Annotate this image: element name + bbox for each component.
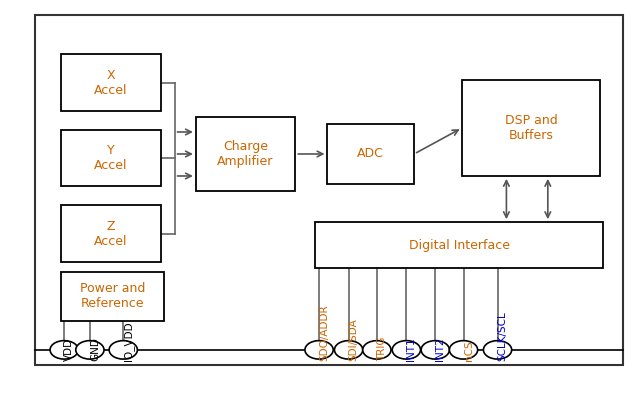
Text: Y
Accel: Y Accel bbox=[94, 144, 128, 172]
Text: INT1: INT1 bbox=[406, 338, 417, 361]
Bar bbox=[61, 130, 160, 186]
Bar bbox=[327, 124, 414, 184]
Bar bbox=[61, 272, 164, 321]
Text: Charge
Amplifier: Charge Amplifier bbox=[218, 140, 273, 168]
Circle shape bbox=[483, 341, 512, 359]
Circle shape bbox=[334, 341, 363, 359]
Text: SDO/ADDR: SDO/ADDR bbox=[319, 305, 329, 361]
Circle shape bbox=[421, 341, 449, 359]
Circle shape bbox=[449, 341, 478, 359]
Circle shape bbox=[363, 341, 391, 359]
Text: ADC: ADC bbox=[358, 147, 384, 160]
Circle shape bbox=[50, 341, 78, 359]
Text: Z
Accel: Z Accel bbox=[94, 220, 128, 248]
Text: INT2: INT2 bbox=[435, 338, 446, 361]
Bar bbox=[462, 80, 600, 176]
Text: SCLK/SCL: SCLK/SCL bbox=[498, 311, 508, 361]
Bar bbox=[61, 54, 160, 111]
Bar bbox=[61, 205, 160, 262]
Text: IO_VDD: IO_VDD bbox=[123, 321, 134, 361]
Text: GND: GND bbox=[90, 337, 100, 361]
Circle shape bbox=[76, 341, 104, 359]
Text: SDI/SDA: SDI/SDA bbox=[349, 318, 359, 361]
Text: nCS: nCS bbox=[464, 341, 474, 361]
Circle shape bbox=[392, 341, 421, 359]
Text: Digital Interface: Digital Interface bbox=[408, 238, 510, 252]
Circle shape bbox=[109, 341, 137, 359]
Text: X
Accel: X Accel bbox=[94, 69, 128, 97]
Text: Power and
Reference: Power and Reference bbox=[80, 282, 145, 310]
Text: TRIG: TRIG bbox=[377, 337, 387, 361]
Circle shape bbox=[305, 341, 333, 359]
Text: VDD: VDD bbox=[64, 338, 74, 361]
Bar bbox=[315, 222, 603, 268]
Bar bbox=[196, 117, 295, 191]
Bar bbox=[35, 15, 623, 365]
Text: DSP and
Buffers: DSP and Buffers bbox=[505, 114, 558, 142]
